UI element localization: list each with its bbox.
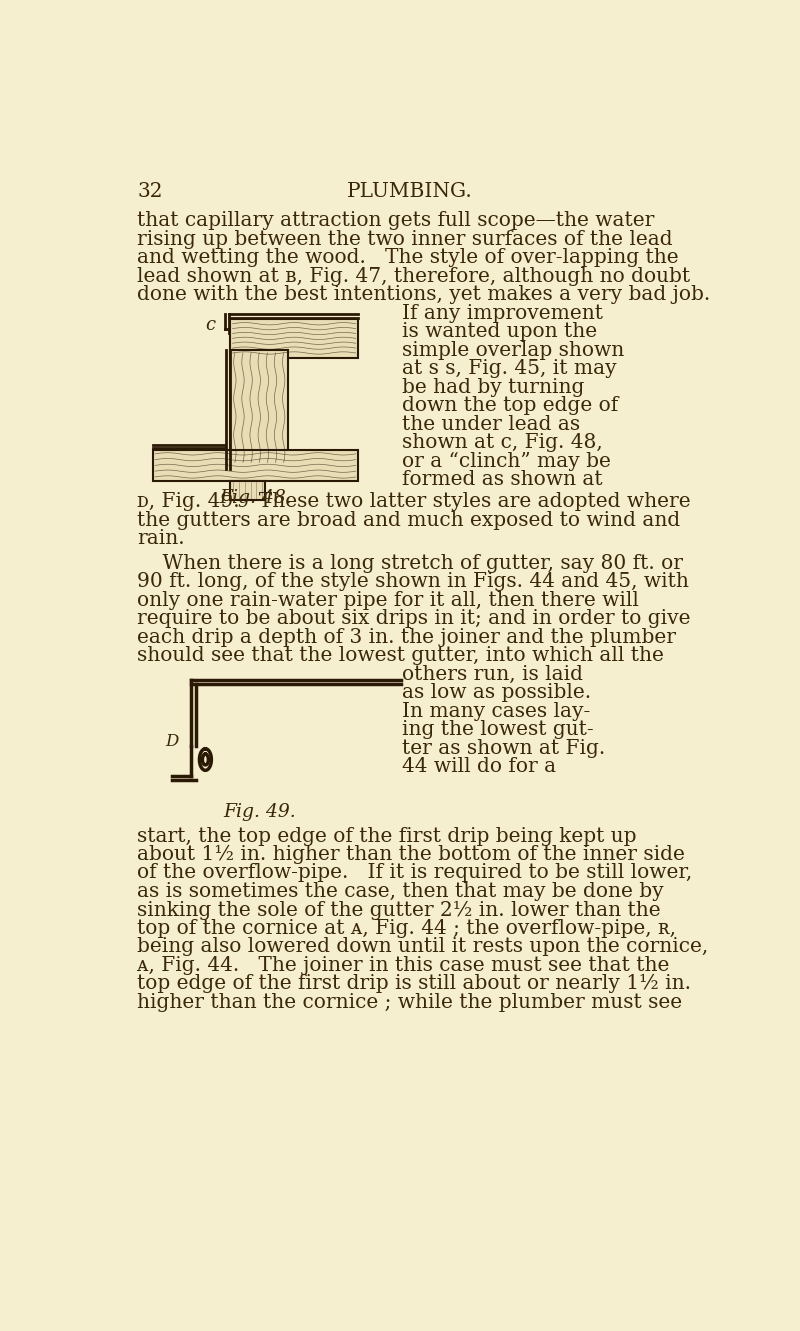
Text: rising up between the two inner surfaces of the lead: rising up between the two inner surfaces…: [138, 230, 673, 249]
Bar: [153, 450, 358, 480]
Text: ter as shown at Fig.: ter as shown at Fig.: [402, 739, 606, 757]
Bar: [230, 480, 265, 500]
Text: 44 will do for a: 44 will do for a: [402, 757, 556, 776]
Text: PLUMBING.: PLUMBING.: [347, 182, 473, 201]
Text: as low as possible.: as low as possible.: [402, 683, 591, 703]
Bar: [230, 319, 358, 358]
Text: rain.: rain.: [138, 530, 185, 548]
Text: Fig. 49.: Fig. 49.: [224, 804, 297, 821]
Text: of the overflow-pipe.   If it is required to be still lower,: of the overflow-pipe. If it is required …: [138, 864, 693, 882]
Text: sinking the sole of the gutter 2½ in. lower than the: sinking the sole of the gutter 2½ in. lo…: [138, 901, 661, 920]
Text: about 1½ in. higher than the bottom of the inner side: about 1½ in. higher than the bottom of t…: [138, 845, 685, 864]
Text: being also lowered down until it rests upon the cornice,: being also lowered down until it rests u…: [138, 937, 709, 957]
Text: or a “clinch” may be: or a “clinch” may be: [402, 451, 611, 471]
Text: should see that the lowest gutter, into which all the: should see that the lowest gutter, into …: [138, 647, 664, 666]
Text: ᴀ, Fig. 44.   The joiner in this case must see that the: ᴀ, Fig. 44. The joiner in this case must…: [138, 956, 670, 974]
Text: only one rain-water pipe for it all, then there will: only one rain-water pipe for it all, the…: [138, 591, 639, 610]
Text: down the top edge of: down the top edge of: [402, 397, 618, 415]
Text: that capillary attraction gets full scope—the water: that capillary attraction gets full scop…: [138, 212, 654, 230]
Text: lead shown at ʙ, Fig. 47, therefore, although no doubt: lead shown at ʙ, Fig. 47, therefore, alt…: [138, 266, 690, 286]
Text: shown at c, Fig. 48,: shown at c, Fig. 48,: [402, 433, 603, 453]
Text: and wetting the wood.   The style of over-lapping the: and wetting the wood. The style of over-…: [138, 249, 679, 268]
Bar: [230, 350, 288, 466]
Text: top edge of the first drip is still about or nearly 1½ in.: top edge of the first drip is still abou…: [138, 974, 691, 993]
Text: be had by turning: be had by turning: [402, 378, 585, 397]
Text: 90 ft. long, of the style shown in Figs. 44 and 45, with: 90 ft. long, of the style shown in Figs.…: [138, 572, 689, 591]
Text: the gutters are broad and much exposed to wind and: the gutters are broad and much exposed t…: [138, 511, 681, 530]
Text: others run, is laid: others run, is laid: [402, 666, 583, 684]
Text: ᴅ, Fig. 49.   These two latter styles are adopted where: ᴅ, Fig. 49. These two latter styles are …: [138, 492, 691, 511]
Text: ing the lowest gut-: ing the lowest gut-: [402, 720, 594, 739]
Text: D: D: [166, 733, 179, 751]
Text: start, the top edge of the first drip being kept up: start, the top edge of the first drip be…: [138, 827, 637, 845]
Text: formed as shown at: formed as shown at: [402, 470, 603, 488]
Text: c: c: [206, 317, 215, 334]
Text: In many cases lay-: In many cases lay-: [402, 701, 590, 721]
Text: higher than the cornice ; while the plumber must see: higher than the cornice ; while the plum…: [138, 993, 682, 1012]
Text: require to be about six drips in it; and in order to give: require to be about six drips in it; and…: [138, 610, 690, 628]
Text: done with the best intentions, yet makes a very bad job.: done with the best intentions, yet makes…: [138, 285, 710, 305]
Text: is wanted upon the: is wanted upon the: [402, 322, 598, 341]
Text: If any improvement: If any improvement: [402, 303, 603, 322]
Text: each drip a depth of 3 in. the joiner and the plumber: each drip a depth of 3 in. the joiner an…: [138, 628, 676, 647]
Text: as is sometimes the case, then that may be done by: as is sometimes the case, then that may …: [138, 882, 664, 901]
Text: at s s, Fig. 45, it may: at s s, Fig. 45, it may: [402, 359, 617, 378]
Text: the under lead as: the under lead as: [402, 414, 580, 434]
Text: 32: 32: [138, 182, 162, 201]
Text: When there is a long stretch of gutter, say 80 ft. or: When there is a long stretch of gutter, …: [138, 554, 683, 572]
Text: simple overlap shown: simple overlap shown: [402, 341, 625, 359]
Text: top of the cornice at ᴀ, Fig. 44 ; the overflow-pipe, ʀ,: top of the cornice at ᴀ, Fig. 44 ; the o…: [138, 918, 676, 938]
Text: Fig. 48.: Fig. 48.: [219, 488, 292, 507]
